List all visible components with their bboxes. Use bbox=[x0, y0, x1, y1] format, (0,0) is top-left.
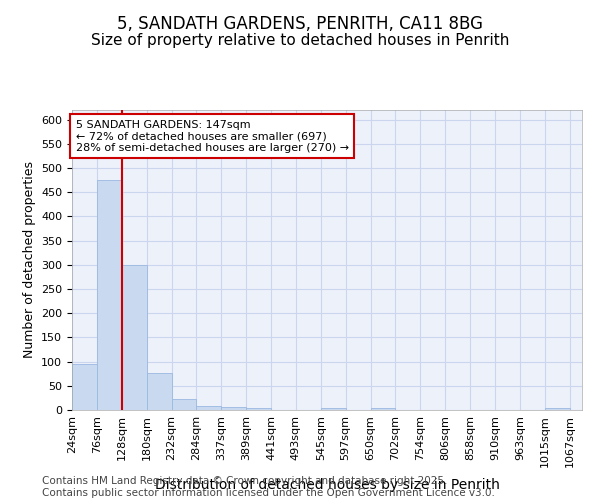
Text: 5, SANDATH GARDENS, PENRITH, CA11 8BG: 5, SANDATH GARDENS, PENRITH, CA11 8BG bbox=[117, 15, 483, 33]
Bar bbox=[545, 408, 569, 410]
Bar bbox=[221, 406, 246, 410]
Bar bbox=[122, 265, 146, 410]
Bar bbox=[72, 364, 97, 410]
Bar bbox=[146, 372, 172, 410]
Y-axis label: Number of detached properties: Number of detached properties bbox=[23, 162, 35, 358]
Bar bbox=[172, 400, 196, 410]
Bar bbox=[97, 180, 122, 410]
Bar bbox=[321, 408, 346, 410]
X-axis label: Distribution of detached houses by size in Penrith: Distribution of detached houses by size … bbox=[155, 478, 499, 492]
Bar bbox=[196, 406, 221, 410]
Bar bbox=[246, 408, 271, 410]
Text: 5 SANDATH GARDENS: 147sqm
← 72% of detached houses are smaller (697)
28% of semi: 5 SANDATH GARDENS: 147sqm ← 72% of detac… bbox=[76, 120, 349, 153]
Text: Contains HM Land Registry data © Crown copyright and database right 2025.
Contai: Contains HM Land Registry data © Crown c… bbox=[42, 476, 495, 498]
Bar bbox=[371, 408, 395, 410]
Text: Size of property relative to detached houses in Penrith: Size of property relative to detached ho… bbox=[91, 32, 509, 48]
